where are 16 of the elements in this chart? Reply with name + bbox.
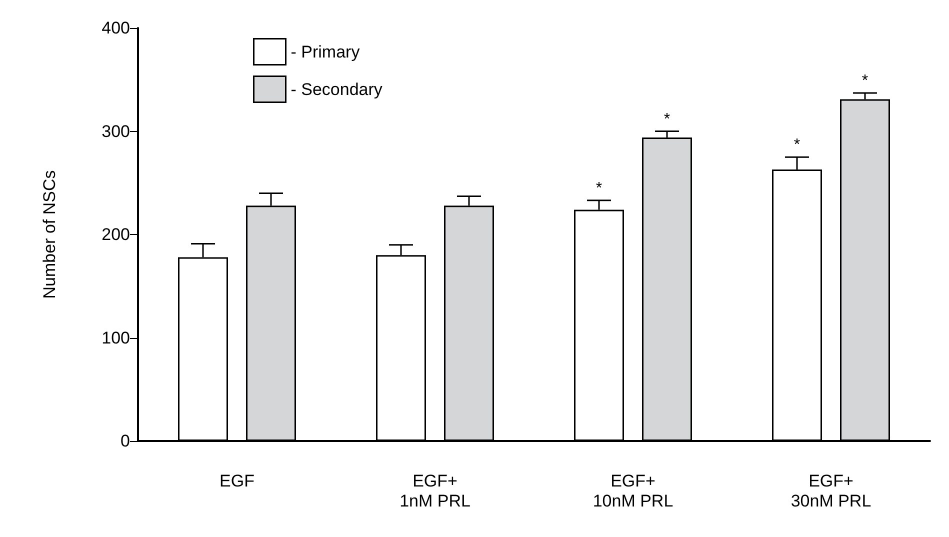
- data-label: *: [596, 180, 602, 197]
- data-label: *: [862, 72, 868, 90]
- y-tick-label: 300: [102, 122, 130, 141]
- x-tick-label: EGF+ 1nM PRL: [400, 472, 470, 510]
- data-label: *: [664, 110, 670, 128]
- y-tick-label: 400: [102, 18, 130, 38]
- y-tick-label: 100: [102, 328, 130, 348]
- legend-label: - Primary: [290, 42, 360, 62]
- x-tick-label: EGF+ 10nM PRL: [592, 472, 674, 510]
- x-tick-label: EGF+ 30nM PRL: [790, 472, 872, 510]
- y-tick-label: 200: [102, 225, 130, 244]
- x-tick-label: EGF: [220, 472, 254, 490]
- y-tick-label: 0: [120, 432, 130, 450]
- legend-label: - Secondary: [290, 80, 383, 99]
- data-label: *: [794, 136, 800, 154]
- y-axis-title: Number of NSCs: [40, 170, 59, 299]
